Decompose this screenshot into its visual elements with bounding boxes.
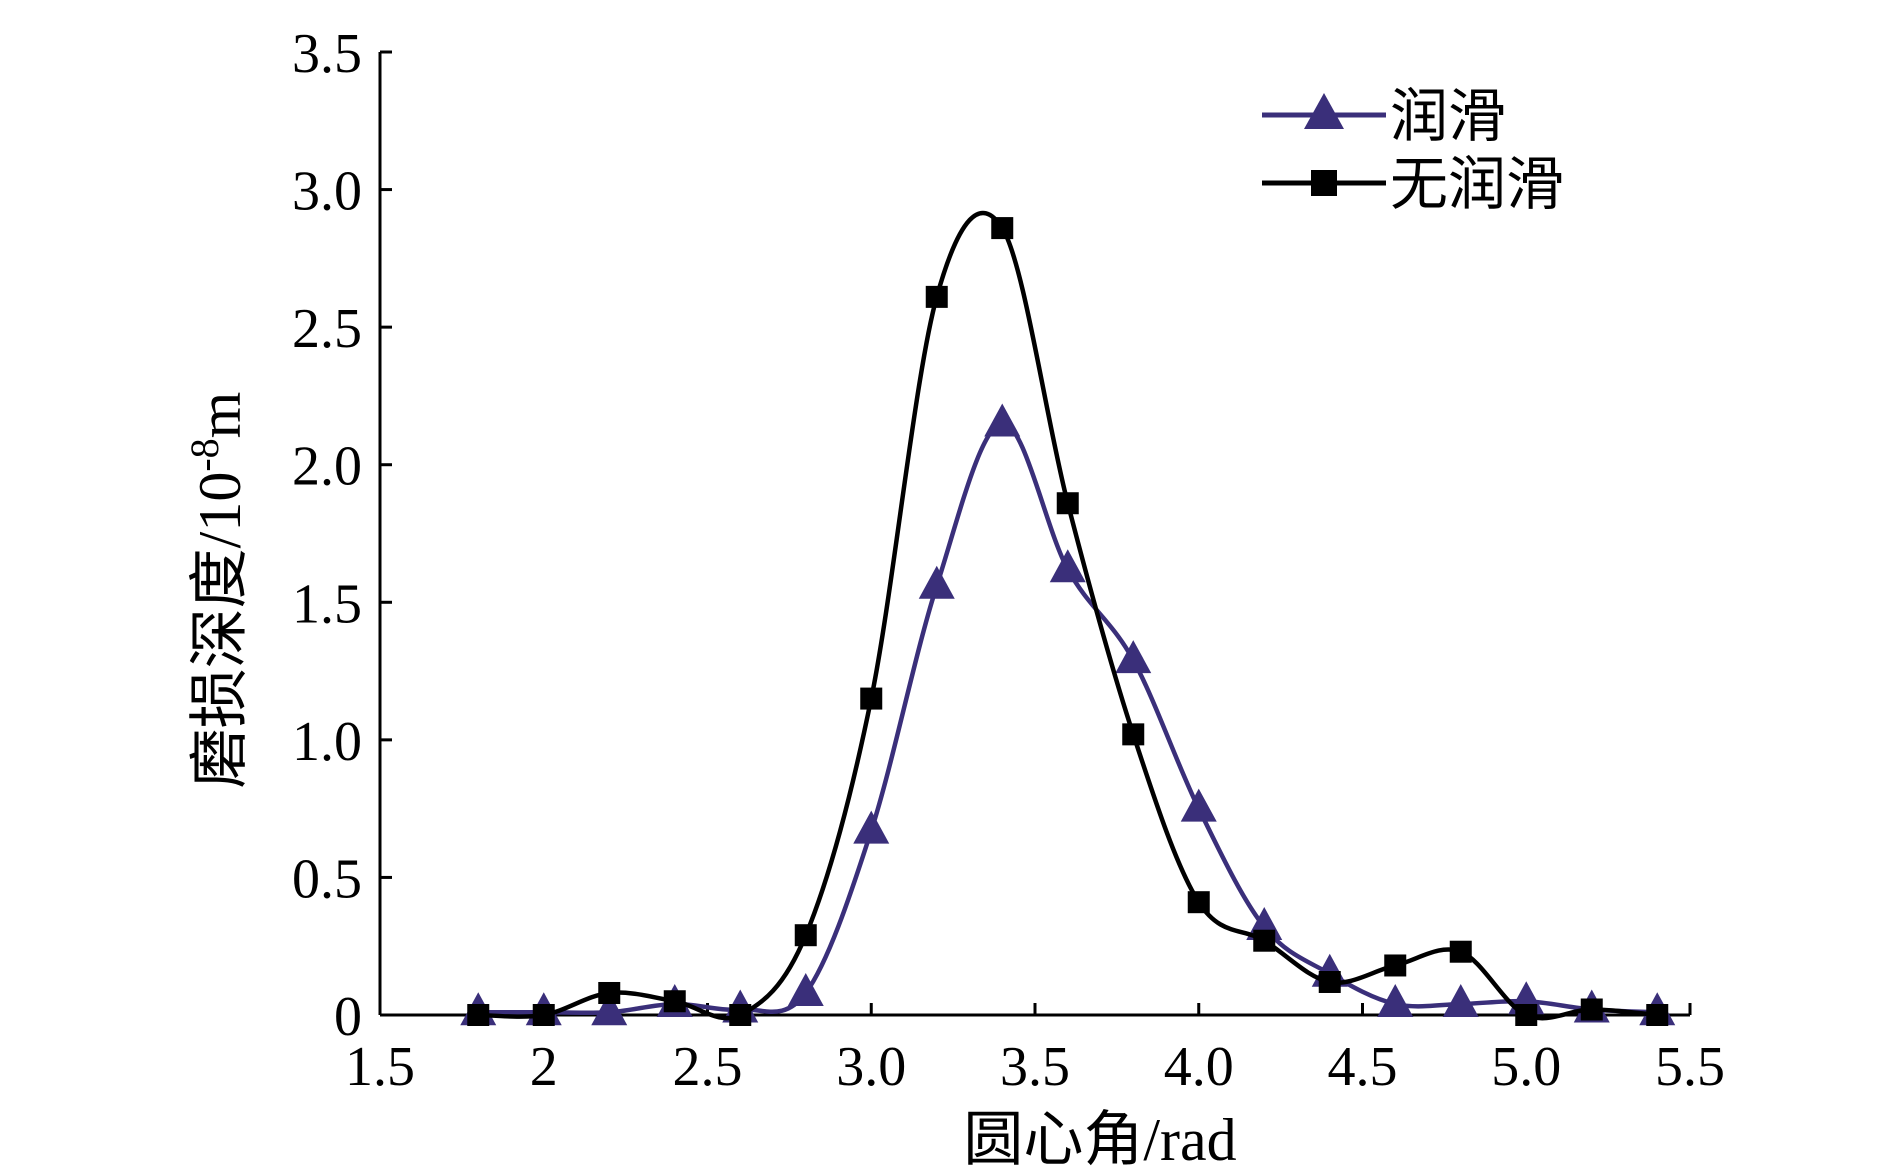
data-point-square <box>860 687 883 710</box>
legend-label-unlubricated: 无润滑 <box>1390 152 1564 217</box>
data-point-triangle <box>1180 788 1217 822</box>
x-tick-label: 1.5 <box>345 1036 415 1098</box>
x-tick-label: 5.0 <box>1491 1036 1561 1098</box>
data-point-triangle <box>1377 983 1414 1017</box>
series-layer <box>460 210 1676 1026</box>
data-point-square <box>729 1004 752 1026</box>
legend-item-lubricated: 润滑 <box>1262 84 1506 149</box>
data-point-square <box>467 1004 490 1026</box>
data-point-triangle <box>984 403 1021 437</box>
y-tick-label: 0.5 <box>292 848 362 910</box>
series-unlubricated <box>467 210 1669 1026</box>
y-tick-label: 2.5 <box>292 298 362 360</box>
x-axis-title: 圆心角/rad <box>963 1107 1236 1170</box>
data-point-square <box>1515 1004 1538 1026</box>
data-point-triangle <box>853 810 890 844</box>
y-axis-title-main: 磨损深度/10 <box>187 472 253 789</box>
x-tick-label: 2.5 <box>673 1036 743 1098</box>
data-point-square <box>1384 954 1407 977</box>
data-point-triangle <box>1115 640 1152 674</box>
y-tick-label: 2.0 <box>292 436 362 498</box>
data-point-square <box>1187 891 1210 914</box>
y-tick-label: 3.0 <box>292 161 362 223</box>
data-point-square <box>925 285 948 308</box>
data-point-square <box>1122 723 1145 746</box>
data-point-square <box>1253 929 1276 952</box>
data-point-square <box>1056 492 1079 515</box>
x-tick-label: 3.0 <box>836 1036 906 1098</box>
data-point-square <box>991 217 1014 240</box>
data-point-square <box>794 924 817 947</box>
data-point-square <box>663 990 686 1013</box>
y-axis-title-exp: -8 <box>182 438 227 471</box>
y-tick-label: 0 <box>334 986 362 1048</box>
data-point-triangle <box>591 992 628 1026</box>
data-point-triangle <box>1442 983 1479 1017</box>
x-tick-label: 5.5 <box>1655 1036 1725 1098</box>
data-point-square <box>1646 1004 1669 1026</box>
x-tick-label: 3.5 <box>1000 1036 1070 1098</box>
series-line <box>478 210 1658 1021</box>
legend-label-lubricated: 润滑 <box>1390 84 1506 149</box>
y-tick-label: 1.5 <box>292 573 362 635</box>
data-point-triangle <box>918 565 955 599</box>
data-point-triangle <box>787 972 824 1006</box>
data-point-square <box>1580 998 1603 1021</box>
data-point-square <box>1449 940 1472 963</box>
series-line <box>478 421 1658 1016</box>
y-axis-title: 磨损深度/10-8m <box>182 392 254 789</box>
y-axis-title-unit: m <box>187 392 253 439</box>
data-point-square <box>1318 970 1341 993</box>
y-axis-ticks: 0 0.5 1.0 1.5 2.0 2.5 3.0 3.5 <box>292 23 392 1048</box>
y-tick-label: 1.0 <box>292 711 362 773</box>
x-tick-label: 2 <box>530 1036 558 1098</box>
x-tick-label: 4.5 <box>1328 1036 1398 1098</box>
x-tick-label: 4.0 <box>1164 1036 1234 1098</box>
data-point-square <box>598 981 621 1004</box>
legend-marker-triangle-icon <box>1304 93 1344 129</box>
data-point-square <box>532 1004 555 1026</box>
x-axis-ticks: 1.5 2 2.5 3.0 3.5 4.0 4.5 5.0 5.5 <box>345 1003 1725 1098</box>
legend-item-unlubricated: 无润滑 <box>1262 152 1564 217</box>
y-tick-label: 3.5 <box>292 23 362 85</box>
legend: 润滑 无润滑 <box>1262 84 1564 217</box>
legend-marker-square-icon <box>1311 170 1337 196</box>
data-point-triangle <box>1049 549 1086 583</box>
